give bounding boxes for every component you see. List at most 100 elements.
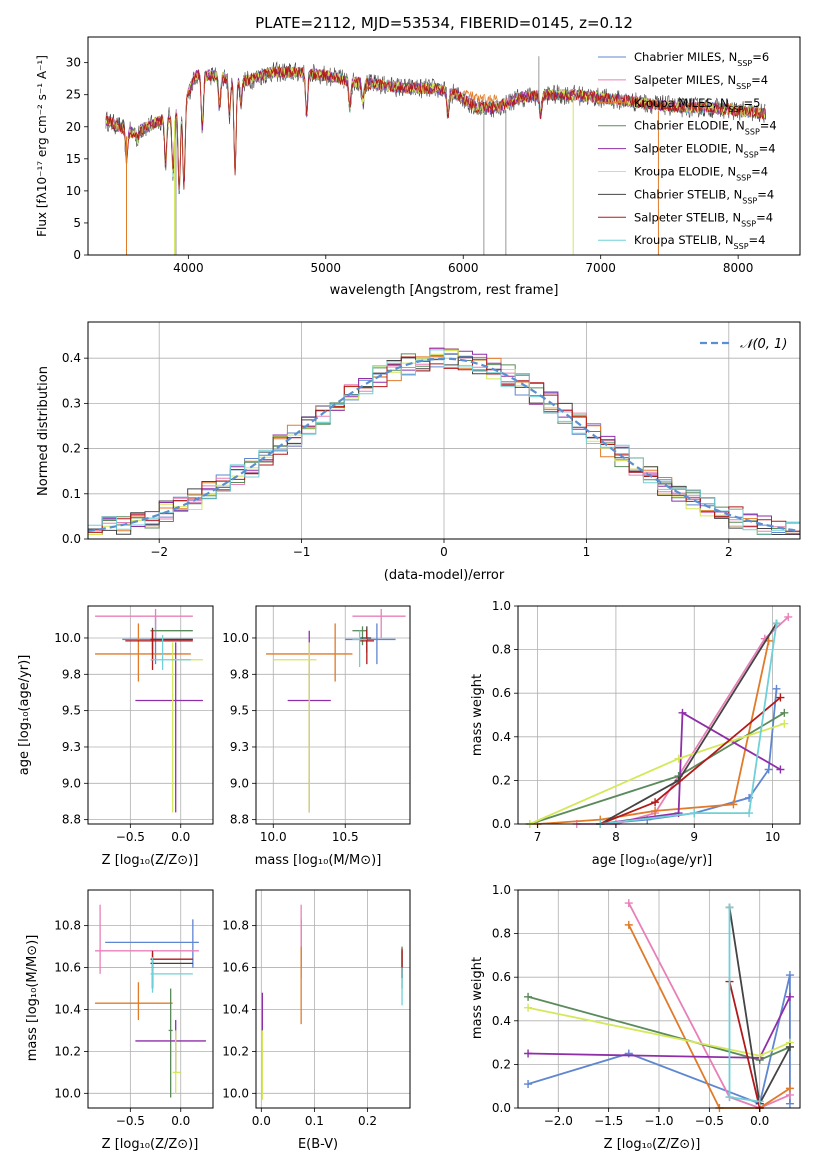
weight-marker [780,719,789,728]
y-tick-label: 10.8 [54,919,81,933]
x-tick-label: −1.5 [594,1114,623,1128]
spectrum-series-line [105,65,766,190]
x-tick-label: 4000 [173,261,204,275]
weight-marker [725,1093,734,1102]
x-tick-label: −0.5 [695,1114,724,1128]
weight-marker [524,1080,533,1089]
age-z-xlabel: Z [log₁₀(Z/Z⊙)] [102,853,199,868]
x-tick-label: 0.2 [358,1114,377,1128]
y-tick-label: 10.6 [222,961,249,975]
x-tick-label: 0.0 [252,1114,271,1128]
x-tick-label: 0.0 [750,1114,769,1128]
x-tick-label: 0 [440,545,448,559]
residuals-xlabel: (data-model)/error [384,568,505,583]
weight-marker [764,765,773,774]
weight-marker [755,1097,764,1106]
x-tick-label: −2 [150,545,168,559]
y-tick-label: 0.3 [62,396,81,410]
x-tick-label: 9 [690,830,698,844]
y-tick-label: 0 [73,248,81,262]
weight-marker [772,619,781,628]
histograms [88,347,800,535]
y-tick-label: 0.0 [492,817,511,831]
x-tick-label: 10 [765,830,780,844]
massweight-vs-metallicity-panel: −2.0 −1.5 −1.0 −0.5 0.0 0.0 0.2 0.4 0.6 0.8 1.0 [492,883,801,1128]
x-tick-label: 1 [583,545,591,559]
weight-marker [524,992,533,1001]
massweight-vs-age-panel: 7 8 9 10 0.0 0.2 0.4 0.6 0.8 1.0 [492,599,801,844]
x-tick-label: 6000 [448,261,479,275]
x-tick-label: 0.0 [171,830,190,844]
weight-marker [772,684,781,693]
weight-marker [776,693,785,702]
y-tick-label: 8.8 [62,813,81,827]
weight-marker [745,809,754,818]
y-tick-label: 1.0 [492,883,511,897]
weight-marker [780,708,789,717]
mass-z-ylabel: mass [log₁₀(M/M⊙)] [25,935,40,1062]
plot-frame [87,605,214,825]
y-tick-label: 10.4 [222,1002,249,1016]
mass-vs-ebv-panel: 0.0 0.1 0.2 10.0 10.2 10.4 10.6 10.8 [222,889,411,1128]
residuals-legend: 𝒩(0, 1) [700,337,787,352]
x-tick-label: −1.0 [644,1114,673,1128]
y-tick-label: 15 [66,152,81,166]
y-tick-label: 9.3 [230,740,249,754]
weight-marker [785,971,794,980]
y-tick-label: 9.3 [62,740,81,754]
weight-line [537,640,770,825]
x-tick-label: 2 [725,545,733,559]
x-tick-label: −2.0 [544,1114,573,1128]
x-tick-label: −0.5 [116,830,145,844]
spectrum-ylabel: Flux [fλ10⁻¹⁷ erg cm⁻² s⁻¹ A⁻¹] [35,55,49,237]
weight-line [728,981,761,1109]
weight-marker [624,899,633,908]
legend-label: Salpeter STELIB, NSSP=4 [634,210,773,228]
weight-marker [785,1099,794,1108]
y-tick-label: 0.2 [492,1057,511,1071]
y-tick-label: 1.0 [492,599,511,613]
y-tick-label: 0.4 [492,1014,511,1028]
y-tick-label: 10 [66,184,81,198]
spectrum-xlabel: wavelength [Angstrom, rest frame] [330,283,559,298]
weight-marker [725,903,734,912]
y-tick-label: 8.8 [230,813,249,827]
legend-label: Kroupa MILES, NSSP=5 [634,96,760,114]
weight-marker [755,1051,764,1060]
x-tick-label: −1 [293,545,311,559]
weight-marker [678,708,687,717]
x-tick-label: 10.0 [260,830,287,844]
legend-label: Chabrier MILES, NSSP=6 [634,50,769,68]
spectrum-panel: PLATE=2112, MJD=53534, FIBERID=0145, z=0… [35,14,801,298]
y-tick-label: 0.0 [62,532,81,546]
y-tick-label: 10.4 [54,1002,81,1016]
y-tick-label: 0.0 [492,1101,511,1115]
weight-marker [729,800,738,809]
x-tick-label: 8000 [723,261,754,275]
y-tick-label: 9.0 [230,776,249,790]
y-tick-label: 0.2 [492,773,511,787]
x-tick-label: −0.5 [116,1114,145,1128]
weight-marker [674,754,683,763]
weight-marker [784,612,793,621]
age-vs-mass-panel: 10.0 10.5 8.8 9.0 9.3 9.5 9.8 10.0 [222,605,411,844]
plot-frame [255,605,411,825]
age-z-ylabel: age [log₁₀(age/yr)] [17,655,32,776]
spectrum-legend: Chabrier MILES, NSSP=6 Salpeter MILES, NS… [598,50,777,251]
y-tick-label: 5 [73,216,81,230]
y-tick-label: 9.8 [62,667,81,681]
y-tick-label: 9.0 [62,776,81,790]
x-tick-label: 5000 [311,261,342,275]
weight-line [628,902,791,1109]
y-tick-label: 0.2 [62,442,81,456]
weight-marker [785,1084,794,1093]
legend-label: Salpeter ELODIE, NSSP=4 [634,142,776,160]
mw-z-ylabel: mass weight [470,957,485,1039]
y-tick-label: 9.8 [230,667,249,681]
weight-marker [785,992,794,1001]
mass-z-xlabel: Z [log₁₀(Z/Z⊙)] [102,1137,199,1152]
y-tick-label: 20 [66,120,81,134]
y-tick-label: 10.0 [54,1086,81,1100]
y-tick-label: 10.0 [54,631,81,645]
y-tick-label: 0.8 [492,643,511,657]
